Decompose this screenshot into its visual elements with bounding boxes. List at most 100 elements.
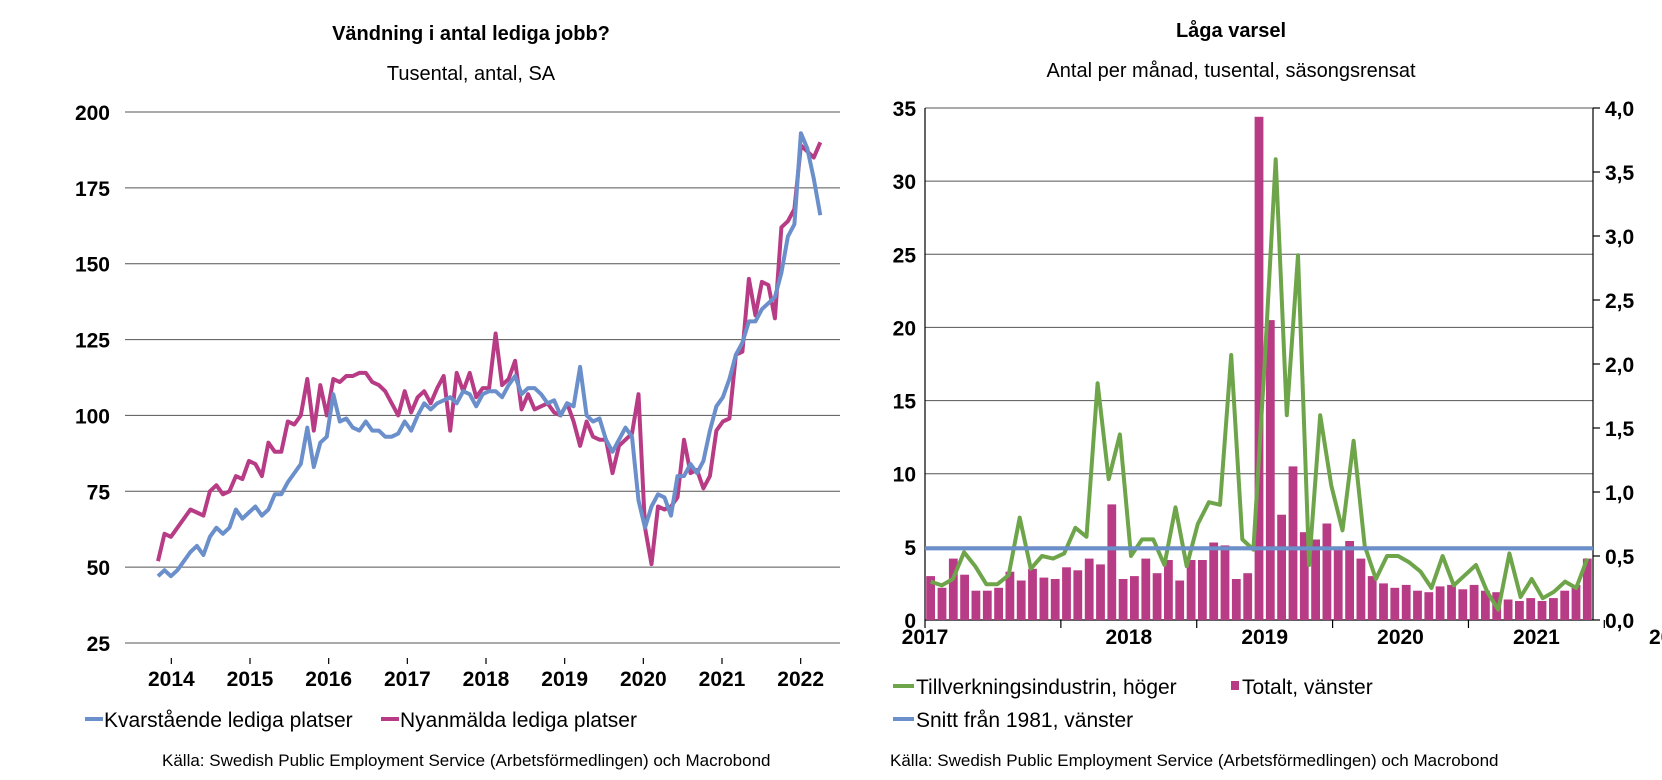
bar-totalt <box>926 576 935 620</box>
bar-totalt <box>1277 514 1286 620</box>
bar-totalt <box>1005 571 1015 620</box>
left-y-tick-label: 200 <box>75 102 110 125</box>
bar-totalt <box>1220 545 1230 620</box>
bar-totalt <box>1549 598 1558 620</box>
legend-label-totalt: Totalt, vänster <box>1242 676 1373 699</box>
bar-totalt <box>1096 564 1105 620</box>
left-y-tick-label: 175 <box>75 178 110 201</box>
bar-totalt <box>1299 532 1309 620</box>
right-x-tick-label: 2022 <box>1649 626 1662 649</box>
bar-totalt <box>1209 542 1219 620</box>
bar-totalt <box>1311 539 1320 620</box>
bar-totalt <box>1537 601 1547 620</box>
bar-totalt <box>1333 546 1343 620</box>
series-line-tillverkning <box>930 157 1590 612</box>
left-y-tick-label: 75 <box>87 481 111 504</box>
right-right-y-axis: 0,0 0,5 1,0 1,5 2,0 2,5 3,0 3,5 4,0 <box>1593 98 1635 633</box>
bar-totalt <box>1469 584 1479 620</box>
bar-totalt <box>1073 570 1083 620</box>
bar-totalt <box>1390 587 1400 620</box>
left-y-tick-label: 125 <box>75 330 110 353</box>
left-x-tick-label: 2014 <box>148 668 195 691</box>
right-right-y-tick-label: 2,0 <box>1605 354 1634 377</box>
bar-totalt <box>1084 558 1094 620</box>
right-left-y-tick-label: 30 <box>893 171 916 194</box>
bar-totalt <box>1016 580 1026 620</box>
bar-totalt <box>1367 576 1377 620</box>
right-left-y-tick-label: 0 <box>904 610 916 633</box>
left-x-tick-label: 2018 <box>463 668 510 691</box>
right-left-y-tick-label: 5 <box>904 537 916 560</box>
left-source-note: Källa: Swedish Public Employment Service… <box>162 751 771 770</box>
bar-totalt <box>1231 579 1241 620</box>
bar-totalt <box>1130 576 1139 620</box>
right-chart-title: Låga varsel <box>1176 19 1286 42</box>
right-right-y-tick-label: 1,5 <box>1605 418 1635 441</box>
bar-totalt <box>1526 598 1536 620</box>
bar-totalt <box>982 590 992 620</box>
right-left-y-tick-label: 20 <box>893 317 916 340</box>
left-x-tick-label: 2016 <box>305 668 352 691</box>
right-x-tick-label: 2018 <box>1105 626 1152 649</box>
series-line-nyanmalda <box>156 141 823 567</box>
bar-totalt <box>1560 590 1570 620</box>
bar-totalt <box>1424 592 1434 620</box>
bar-totalt <box>1345 541 1354 620</box>
bar-totalt <box>1141 558 1151 620</box>
left-y-tick-label: 150 <box>75 254 110 277</box>
bar-totalt <box>1186 560 1196 620</box>
bar-totalt <box>1243 573 1253 620</box>
bar-totalt <box>1515 601 1524 620</box>
left-series-lines <box>156 131 823 579</box>
bar-totalt <box>960 574 969 620</box>
left-y-tick-label: 100 <box>75 405 110 428</box>
left-y-axis: 25 50 75 100 125 150 175 200 <box>75 102 110 656</box>
series-line-kvarstaende <box>156 131 823 579</box>
right-chart-subtitle: Antal per månad, tusental, säsongsrensat <box>1046 60 1416 82</box>
right-right-y-tick-label: 3,0 <box>1605 226 1634 249</box>
right-right-y-tick-label: 0,5 <box>1605 546 1635 569</box>
bar-totalt <box>1356 558 1366 620</box>
right-x-tick-label: 2020 <box>1377 626 1424 649</box>
bar-totalt <box>1198 560 1207 620</box>
bar-totalt <box>1413 590 1422 620</box>
left-y-tick-label: 25 <box>87 633 111 656</box>
legend-label-kvarstaende: Kvarstående lediga platser <box>104 709 353 732</box>
bar-totalt <box>1447 584 1456 620</box>
right-left-y-tick-label: 15 <box>893 391 917 414</box>
bar-totalt <box>1458 589 1468 620</box>
bar-totalt <box>948 558 958 620</box>
left-x-tick-label: 2020 <box>620 668 667 691</box>
right-right-y-tick-label: 4,0 <box>1605 98 1634 121</box>
right-right-y-tick-label: 2,5 <box>1605 290 1635 313</box>
left-x-tick-label: 2015 <box>227 668 274 691</box>
legend-label-nyanmalda: Nyanmälda lediga platser <box>400 709 637 732</box>
right-chart: Låga varsel Antal per månad, tusental, s… <box>890 19 1662 770</box>
bar-totalt <box>1481 590 1490 620</box>
bar-totalt <box>1107 504 1117 620</box>
bar-totalt <box>1503 599 1513 620</box>
right-right-y-tick-label: 3,5 <box>1605 162 1635 185</box>
legend-swatch-totalt <box>1231 681 1239 690</box>
right-left-y-tick-label: 10 <box>893 464 916 487</box>
bar-totalt <box>1164 560 1173 620</box>
left-chart: Vändning i antal lediga jobb? Tusental, … <box>75 23 840 770</box>
left-gridlines <box>125 111 840 644</box>
bar-totalt <box>1254 116 1264 621</box>
bar-totalt <box>1265 320 1275 620</box>
left-chart-title: Vändning i antal lediga jobb? <box>332 23 610 45</box>
bar-totalt <box>994 587 1003 620</box>
right-series-lines <box>925 157 1593 612</box>
bar-totalt <box>1401 584 1411 620</box>
left-x-tick-label: 2021 <box>699 668 746 691</box>
left-x-tick-label: 2019 <box>541 668 588 691</box>
bar-totalt <box>1118 579 1128 620</box>
left-x-tick-label: 2022 <box>777 668 824 691</box>
bar-totalt <box>1435 586 1445 620</box>
bar-totalt <box>971 590 981 620</box>
bar-totalt <box>1062 567 1071 620</box>
right-x-tick-label: 2021 <box>1513 626 1560 649</box>
bar-totalt <box>1175 580 1185 620</box>
right-right-y-tick-label: 0,0 <box>1605 610 1634 633</box>
left-chart-subtitle: Tusental, antal, SA <box>387 63 556 85</box>
